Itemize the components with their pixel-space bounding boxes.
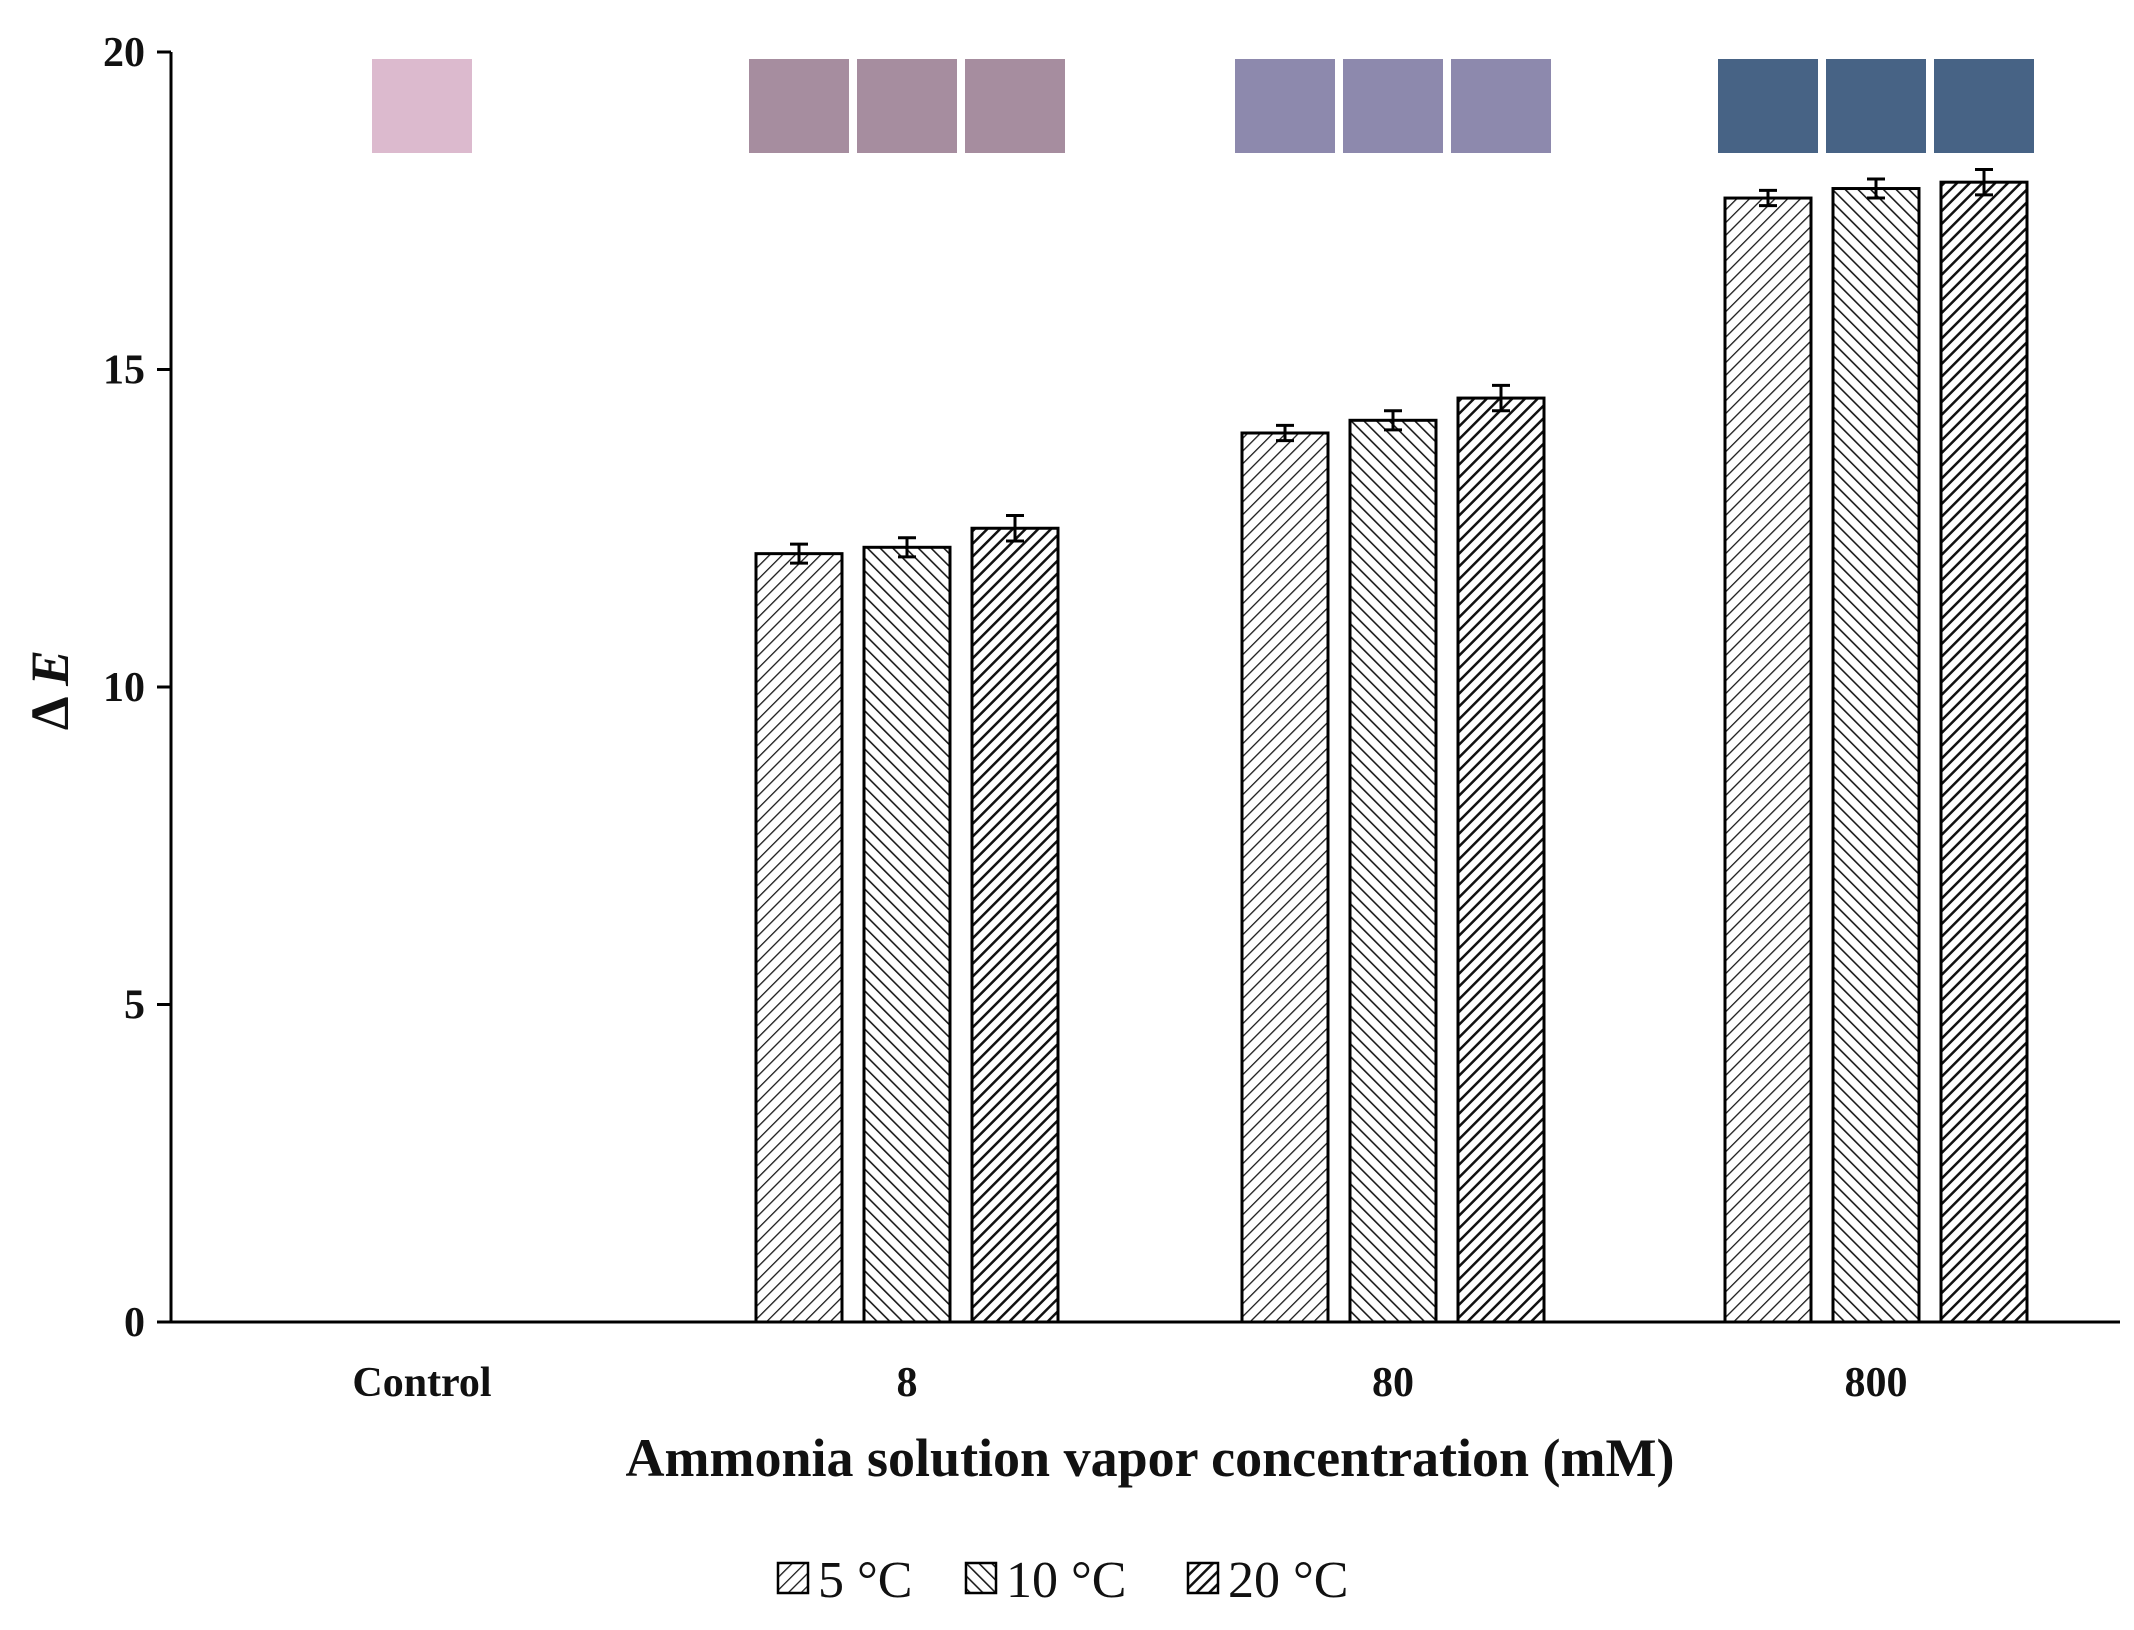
error-bar (1759, 188, 1777, 208)
color-swatch (1826, 59, 1926, 153)
color-swatch (749, 59, 849, 153)
y-tick-label: 5 (124, 983, 145, 1029)
bar (754, 552, 844, 1324)
y-tick-label: 0 (124, 1300, 145, 1346)
legend-label: 20 °C (1228, 1552, 1348, 1609)
x-tick-label: 80 (1372, 1360, 1414, 1406)
error-bar (1276, 423, 1294, 443)
color-swatch (965, 59, 1065, 153)
bar (1831, 187, 1921, 1324)
bar (1456, 396, 1546, 1324)
x-tick-label: 8 (897, 1360, 918, 1406)
y-tick-label: 10 (103, 665, 145, 711)
bar (970, 526, 1060, 1324)
x-tick-label: Control (352, 1360, 491, 1406)
color-swatch (1235, 59, 1335, 153)
bar (1723, 196, 1813, 1324)
legend-swatch (1186, 1561, 1220, 1595)
color-swatch (1718, 59, 1818, 153)
color-swatches (372, 59, 2034, 153)
x-tick-label: 800 (1845, 1360, 1908, 1406)
color-swatch (857, 59, 957, 153)
x-axis-title: Ammonia solution vapor concentration (mM… (626, 1428, 1675, 1488)
legend-label: 10 °C (1006, 1552, 1126, 1609)
color-swatch (372, 59, 472, 153)
legend-swatch (964, 1561, 998, 1595)
error-bar (1867, 177, 1885, 200)
legend-swatch (776, 1561, 810, 1595)
error-bar (1975, 167, 1993, 197)
bar (1348, 418, 1438, 1324)
y-axis-ticks: 0 5 10 15 20 (103, 30, 171, 1346)
bar (1939, 180, 2029, 1324)
y-tick-label: 20 (103, 30, 145, 76)
legend-label: 5 °C (818, 1552, 912, 1609)
color-swatch (1934, 59, 2034, 153)
color-swatch (1451, 59, 1551, 153)
bar (1240, 431, 1330, 1324)
x-axis-ticks: Control 8 80 800 (352, 1360, 1907, 1406)
error-bar (790, 542, 808, 565)
error-bar (1492, 383, 1510, 413)
y-tick-label: 15 (103, 348, 145, 394)
legend: 5 °C 10 °C 20 °C (776, 1552, 1348, 1609)
error-bar (1384, 409, 1402, 432)
error-bars (790, 167, 1993, 565)
bar (862, 545, 952, 1324)
color-swatch (1343, 59, 1443, 153)
y-axis-title: Δ E (20, 650, 80, 730)
error-bar (1006, 514, 1024, 543)
bars (754, 180, 2029, 1324)
error-bar (898, 536, 916, 559)
